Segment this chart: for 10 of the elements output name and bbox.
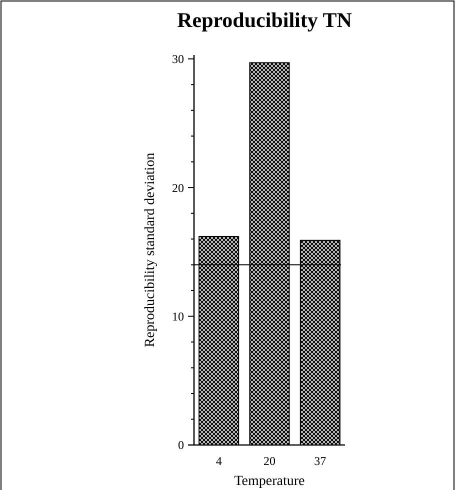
y-tick-label: 0 [178,438,184,452]
y-tick-label: 10 [172,309,184,324]
y-tick-label: 30 [172,52,184,66]
x-tick-label: 20 [264,454,276,468]
y-tick-label: 20 [172,180,184,195]
x-axis-title: Temperature [234,474,305,489]
y-axis-title: Reproducibility standard deviation [143,152,158,348]
x-tick-label: 4 [216,454,222,468]
chart-title: Reproducibility TN [177,8,352,32]
x-tick-label: 37 [314,454,326,468]
